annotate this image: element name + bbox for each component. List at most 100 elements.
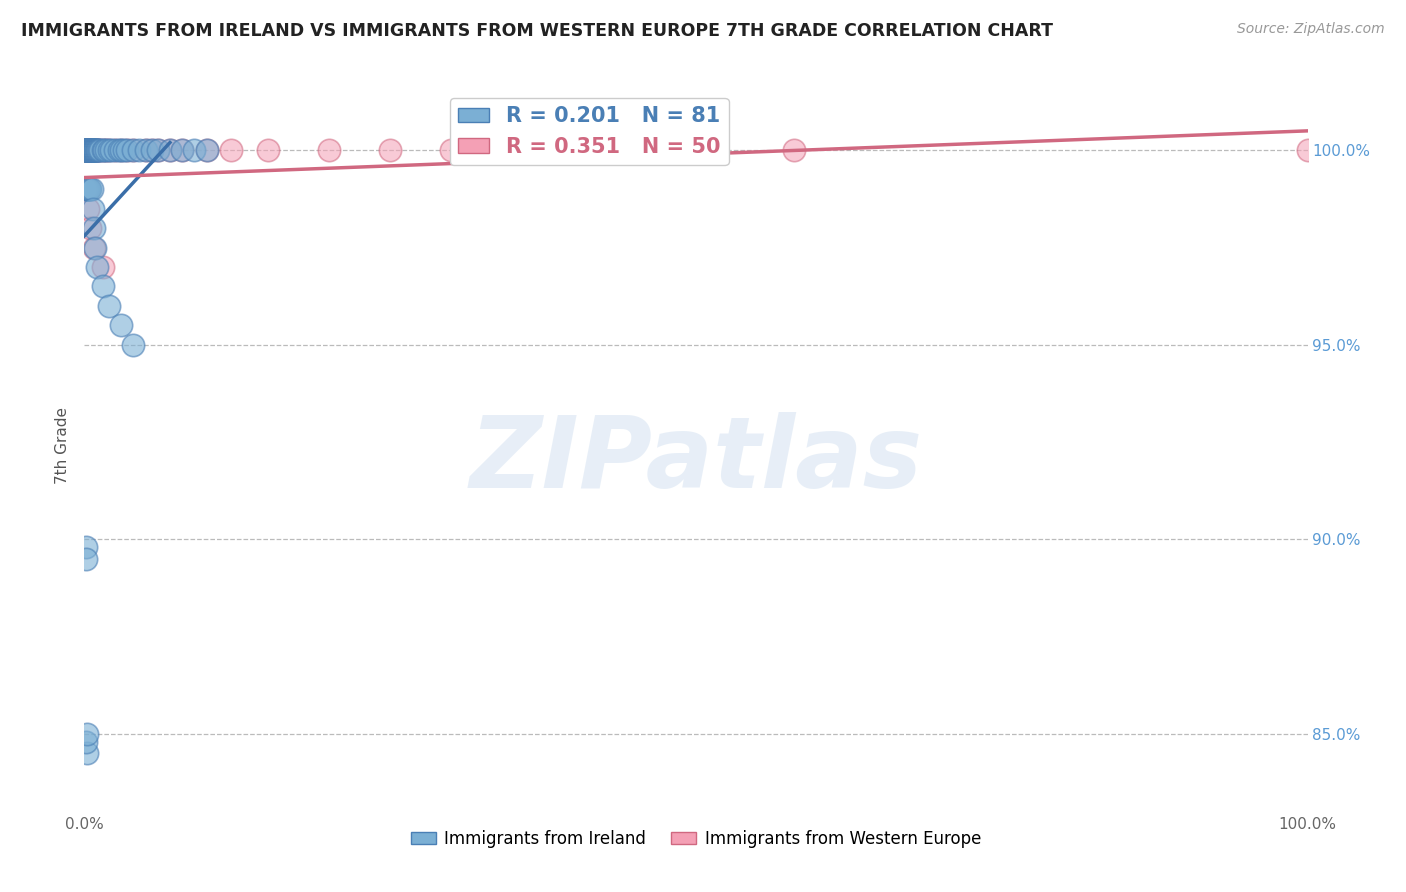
Point	[80, 144, 103, 158]
Point	[219, 144, 242, 158]
Point	[75, 182, 97, 196]
Point	[172, 144, 194, 158]
Point	[83, 144, 105, 158]
Point	[77, 144, 100, 158]
Point	[77, 144, 100, 158]
Y-axis label: 7th Grade: 7th Grade	[55, 408, 70, 484]
Legend: Immigrants from Ireland, Immigrants from Western Europe: Immigrants from Ireland, Immigrants from…	[405, 823, 987, 855]
Point	[86, 260, 108, 274]
Point	[75, 144, 97, 158]
Point	[77, 182, 100, 196]
Point	[79, 144, 101, 158]
Point	[75, 144, 97, 158]
Point	[76, 144, 98, 158]
Point	[146, 144, 169, 158]
Point	[84, 144, 107, 158]
Point	[75, 144, 97, 158]
Point	[87, 144, 110, 158]
Point	[77, 144, 100, 158]
Point	[122, 144, 145, 158]
Point	[86, 144, 108, 158]
Point	[76, 144, 98, 158]
Point	[83, 241, 105, 255]
Point	[76, 182, 98, 196]
Point	[122, 144, 145, 158]
Point	[195, 144, 218, 158]
Point	[82, 144, 104, 158]
Point	[89, 144, 111, 158]
Point	[97, 299, 120, 313]
Text: IMMIGRANTS FROM IRELAND VS IMMIGRANTS FROM WESTERN EUROPE 7TH GRADE CORRELATION : IMMIGRANTS FROM IRELAND VS IMMIGRANTS FR…	[21, 22, 1053, 40]
Point	[77, 144, 100, 158]
Point	[159, 144, 181, 158]
Point	[76, 144, 98, 158]
Point	[80, 144, 103, 158]
Point	[79, 144, 101, 158]
Point	[79, 221, 101, 235]
Text: Source: ZipAtlas.com: Source: ZipAtlas.com	[1237, 22, 1385, 37]
Point	[380, 144, 402, 158]
Point	[75, 144, 97, 158]
Point	[75, 540, 97, 554]
Point	[83, 221, 105, 235]
Point	[83, 144, 105, 158]
Point	[318, 144, 340, 158]
Point	[77, 144, 100, 158]
Point	[783, 144, 806, 158]
Point	[91, 144, 114, 158]
Point	[115, 144, 138, 158]
Point	[77, 202, 100, 216]
Point	[183, 144, 205, 158]
Point	[84, 144, 107, 158]
Point	[77, 144, 100, 158]
Point	[97, 144, 120, 158]
Point	[79, 144, 101, 158]
Point	[86, 144, 108, 158]
Point	[77, 144, 100, 158]
Point	[79, 182, 101, 196]
Point	[76, 144, 98, 158]
Point	[77, 144, 100, 158]
Point	[75, 144, 97, 158]
Point	[97, 144, 120, 158]
Point	[195, 144, 218, 158]
Point	[91, 279, 114, 293]
Point	[110, 318, 132, 333]
Point	[82, 144, 104, 158]
Point	[80, 144, 103, 158]
Point	[77, 144, 100, 158]
Point	[91, 260, 114, 274]
Point	[76, 144, 98, 158]
Point	[79, 144, 101, 158]
Point	[80, 144, 103, 158]
Point	[75, 144, 97, 158]
Point	[83, 144, 105, 158]
Point	[75, 551, 97, 566]
Point	[75, 144, 97, 158]
Point	[84, 144, 107, 158]
Point	[135, 144, 157, 158]
Point	[84, 241, 107, 255]
Point	[257, 144, 280, 158]
Point	[146, 144, 169, 158]
Point	[77, 144, 100, 158]
Point	[87, 144, 110, 158]
Point	[75, 734, 97, 748]
Point	[76, 182, 98, 196]
Point	[96, 144, 118, 158]
Point	[76, 144, 98, 158]
Point	[440, 144, 463, 158]
Point	[135, 144, 157, 158]
Point	[75, 144, 97, 158]
Point	[79, 144, 101, 158]
Point	[122, 338, 145, 352]
Point	[91, 144, 114, 158]
Point	[76, 144, 98, 158]
Point	[87, 144, 110, 158]
Point	[141, 144, 163, 158]
Point	[77, 144, 100, 158]
Point	[75, 182, 97, 196]
Point	[75, 144, 97, 158]
Point	[112, 144, 135, 158]
Point	[83, 144, 105, 158]
